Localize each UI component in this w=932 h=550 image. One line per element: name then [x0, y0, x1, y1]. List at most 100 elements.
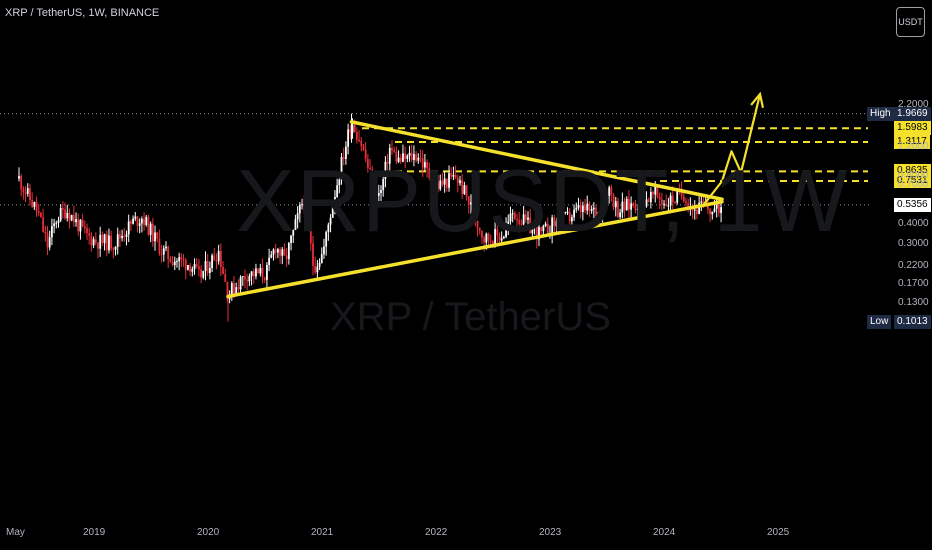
candle-body — [720, 207, 722, 213]
candle-body — [235, 287, 238, 294]
candle-body — [707, 203, 709, 210]
candle-body — [603, 196, 606, 207]
candle-body — [110, 235, 113, 249]
currency-button[interactable]: USDT — [896, 7, 925, 37]
candle-body — [276, 249, 279, 253]
candle-body — [630, 203, 633, 210]
candle-body — [430, 177, 433, 186]
candle-body — [351, 124, 354, 133]
candle-body — [485, 233, 488, 243]
candle-body — [391, 147, 393, 151]
candle-body — [590, 209, 593, 211]
candle-body — [213, 255, 216, 261]
candle-body — [224, 274, 227, 282]
candle-body — [432, 183, 435, 186]
candle-body — [656, 186, 659, 197]
level-price-label: 0.7531 — [894, 173, 931, 188]
candle-body — [516, 219, 518, 221]
candle-body — [669, 195, 672, 206]
candle-body — [147, 216, 150, 235]
candle-body — [665, 203, 668, 207]
candle-body — [560, 220, 562, 227]
candle-body — [680, 190, 683, 197]
candle-body — [456, 178, 459, 184]
candle-body — [176, 261, 178, 263]
candle-body — [450, 173, 453, 177]
candle-body — [237, 287, 240, 290]
candle-body — [570, 217, 573, 222]
candle-body — [250, 271, 253, 277]
candle-body — [246, 279, 249, 282]
candle-body — [154, 232, 156, 242]
candle-body — [40, 212, 42, 218]
candle-body — [454, 175, 457, 179]
candle-body — [268, 257, 271, 266]
candle-body — [263, 277, 266, 280]
y-tick-label: 0.4000 — [898, 218, 929, 230]
candle-body — [382, 179, 385, 191]
candle-body — [693, 209, 696, 211]
candle-body — [612, 195, 615, 208]
candle-body — [323, 246, 325, 255]
candle-body — [575, 207, 578, 210]
candle-body — [173, 261, 176, 266]
candle-body — [305, 206, 308, 208]
candle-body — [187, 265, 189, 270]
candle-body — [507, 221, 510, 227]
candle-body — [140, 218, 143, 224]
candle-body — [167, 246, 170, 259]
candle-body — [645, 199, 648, 207]
candle-body — [555, 220, 558, 227]
candle-body — [274, 249, 277, 253]
candle-body — [252, 271, 255, 277]
candle-body — [75, 219, 77, 223]
candle-body — [700, 201, 703, 203]
candle-body — [498, 235, 501, 241]
candle-body — [608, 187, 611, 197]
candle-body — [103, 234, 106, 244]
candle-body — [535, 226, 538, 240]
candle-body — [524, 214, 527, 220]
candle-body — [64, 209, 66, 219]
candle-body — [527, 217, 529, 220]
candle-body — [255, 268, 257, 277]
candle-body — [266, 265, 268, 280]
candle-body — [151, 223, 154, 242]
watermark-name: XRP / TetherUS — [330, 295, 611, 339]
candle-body — [309, 226, 312, 244]
y-tick-label: 1.2000 — [898, 141, 929, 153]
candle-body — [711, 211, 714, 215]
candle-body — [492, 241, 494, 245]
candle-body — [595, 207, 597, 217]
candle-body — [97, 242, 99, 249]
candle-body — [652, 192, 654, 195]
candle-body — [296, 213, 299, 220]
candle-body — [437, 182, 439, 190]
candle-body — [426, 162, 428, 169]
candle-body — [472, 202, 475, 216]
candle-body — [358, 139, 360, 142]
candle-body — [244, 276, 246, 280]
candle-body — [208, 267, 211, 273]
candle-body — [573, 209, 575, 218]
candle-body — [180, 257, 183, 260]
candle-body — [347, 129, 349, 147]
candle-body — [241, 276, 244, 278]
candle-body — [270, 254, 273, 258]
candle-body — [408, 152, 411, 156]
candle-body — [628, 198, 630, 210]
candle-body — [70, 215, 73, 221]
candle-body — [417, 157, 420, 161]
candle-body — [410, 152, 413, 160]
candle-body — [123, 235, 126, 237]
x-tick-label: 2020 — [197, 527, 220, 538]
candle-body — [349, 129, 352, 133]
candle-body — [121, 235, 124, 239]
candle-body — [386, 161, 389, 164]
candle-body — [489, 240, 492, 242]
candle-body — [557, 220, 560, 227]
candle-body — [393, 150, 396, 152]
candle-body — [577, 205, 580, 208]
candle-body — [184, 260, 187, 270]
